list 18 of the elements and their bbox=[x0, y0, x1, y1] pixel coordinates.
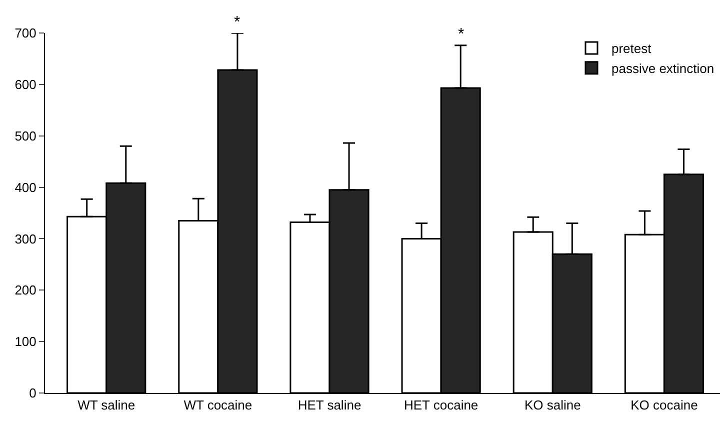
data-label: * bbox=[458, 26, 464, 43]
y-tick-label: 0 bbox=[29, 386, 36, 401]
y-tick-label: 600 bbox=[14, 76, 36, 92]
x-tick-label: KO cocaine bbox=[630, 398, 698, 413]
x-tick-label: WT saline bbox=[78, 398, 136, 413]
y-tick-label: 400 bbox=[14, 180, 36, 195]
y-tick-label: 700 bbox=[14, 26, 36, 41]
y-tick-label: 200 bbox=[14, 282, 36, 298]
x-tick-label: KO saline bbox=[524, 398, 581, 413]
x-tick-label: WT cocaine bbox=[184, 398, 252, 413]
x-tick-label: HET saline bbox=[298, 398, 362, 413]
y-tick-label: 100 bbox=[14, 334, 36, 350]
legend-label: pretest bbox=[612, 41, 652, 56]
y-tick-label: 300 bbox=[14, 231, 36, 246]
y-tick-label: 500 bbox=[14, 128, 36, 144]
legend-label: passive extinction bbox=[612, 60, 714, 76]
x-tick-label: HET cocaine bbox=[404, 398, 478, 413]
data-label: * bbox=[234, 14, 240, 31]
